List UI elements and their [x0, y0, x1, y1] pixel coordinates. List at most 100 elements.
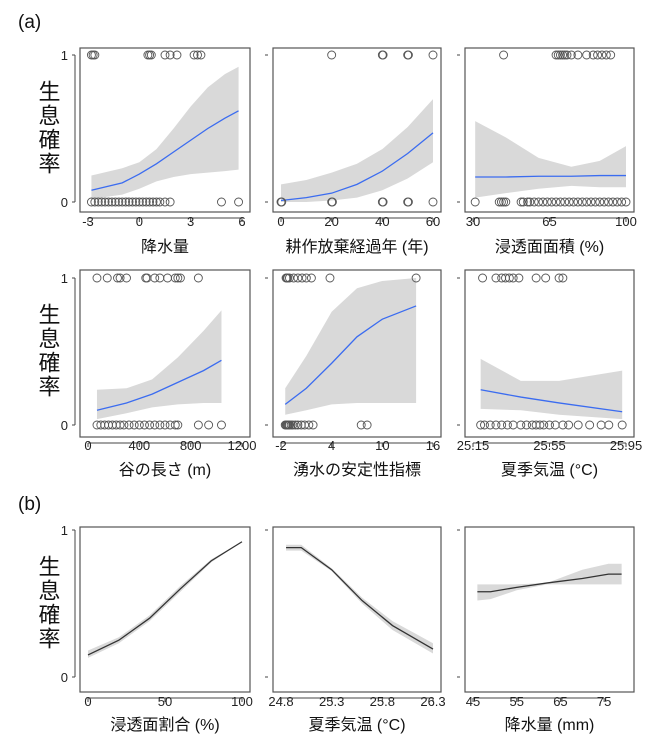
- presence-point: [573, 50, 583, 60]
- absence-point: [290, 420, 300, 430]
- fitted-curve: [284, 305, 417, 405]
- chart-panel: -2 4 10 16 湧水の安定性指標: [265, 269, 442, 479]
- confidence-band: [480, 358, 623, 420]
- absence-point: [573, 420, 583, 430]
- x-tick-label: 50: [158, 694, 172, 709]
- presence-point: [531, 273, 541, 283]
- absence-point: [534, 197, 544, 207]
- x-tick-label: 100: [615, 214, 637, 229]
- absence-point: [97, 197, 107, 207]
- plot-frame: [79, 526, 251, 693]
- absence-point: [538, 197, 548, 207]
- presence-point: [88, 50, 98, 60]
- absence-point: [617, 197, 627, 207]
- absence-point: [403, 197, 413, 207]
- fitted-curve: [87, 541, 243, 656]
- absence-point: [145, 420, 155, 430]
- presence-point: [558, 50, 568, 60]
- plot-frame: [79, 47, 251, 213]
- presence-point: [173, 273, 183, 283]
- presence-point: [90, 50, 100, 60]
- absence-point: [428, 197, 438, 207]
- absence-point: [356, 420, 366, 430]
- presence-point: [558, 273, 568, 283]
- plot-frame: [272, 269, 442, 438]
- absence-point: [523, 197, 533, 207]
- presence-point: [378, 50, 388, 60]
- absence-point: [151, 197, 161, 207]
- absence-point: [516, 197, 526, 207]
- absence-point: [476, 420, 486, 430]
- chart-panel: 0 20 40 60 耕作放棄経過年 (年): [265, 47, 442, 256]
- x-axis-label: 浸透面割合 (%): [110, 716, 219, 734]
- confidence-band: [286, 544, 433, 654]
- presence-point: [145, 50, 155, 60]
- x-tick-label: 25.55: [533, 438, 566, 453]
- absence-point: [160, 420, 170, 430]
- absence-point: [529, 197, 539, 207]
- absence-point: [501, 197, 511, 207]
- x-axis-label: 降水量: [141, 238, 189, 256]
- x-tick-label: 25.8: [370, 694, 395, 709]
- presence-point: [189, 50, 199, 60]
- absence-point: [555, 197, 565, 207]
- absence-point: [110, 197, 120, 207]
- fitted-curve: [96, 359, 222, 411]
- confidence-band: [96, 310, 222, 420]
- absence-point: [217, 420, 226, 430]
- presence-point: [146, 50, 156, 60]
- presence-point: [478, 273, 488, 283]
- presence-point: [555, 50, 565, 60]
- absence-point: [547, 197, 557, 207]
- y-tick-label: 0: [61, 195, 68, 210]
- presence-point: [301, 273, 311, 283]
- absence-point: [573, 197, 583, 207]
- presence-point: [508, 273, 518, 283]
- x-tick-label: 0: [84, 438, 91, 453]
- absence-point: [90, 197, 100, 207]
- x-tick-label: 75: [597, 694, 611, 709]
- absence-point: [621, 197, 631, 207]
- chart-panel: 25.15 25.55 25.95 夏季気温 (°C): [457, 269, 642, 479]
- absence-point: [582, 197, 592, 207]
- presence-point: [601, 50, 611, 60]
- absence-point: [117, 197, 127, 207]
- absence-point: [378, 197, 388, 207]
- x-tick-label: 10: [375, 438, 389, 453]
- absence-point: [134, 420, 144, 430]
- presence-point: [411, 273, 421, 283]
- plot-frame: [464, 47, 635, 213]
- presence-point: [122, 273, 131, 283]
- y-tick-label: 0: [61, 418, 68, 433]
- confidence-band: [88, 541, 242, 658]
- x-tick-label: 25.3: [319, 694, 344, 709]
- absence-point: [119, 420, 129, 430]
- confidence-band: [91, 66, 239, 200]
- chart-panel: 24.8 25.3 25.8 26.3 夏季気温 (°C): [265, 526, 446, 734]
- absence-point: [115, 420, 125, 430]
- x-axis-label: 夏季気温 (°C): [308, 716, 405, 734]
- absence-point: [604, 197, 613, 207]
- plot-frame: [464, 526, 635, 693]
- y-tick-label: 1: [61, 271, 68, 286]
- absence-point: [124, 197, 134, 207]
- absence-point: [145, 197, 155, 207]
- confidence-band: [475, 121, 626, 198]
- absence-point: [542, 197, 552, 207]
- chart-panel: 0 50 100 浸透面割合 (%) 0 1: [61, 523, 253, 734]
- presence-point: [150, 273, 160, 283]
- absence-point: [217, 197, 226, 207]
- absence-point: [577, 197, 587, 207]
- absence-point: [522, 420, 531, 430]
- fitted-curve: [286, 546, 434, 650]
- absence-point: [545, 420, 554, 430]
- fitted-curve: [480, 389, 623, 413]
- absence-point: [535, 420, 545, 430]
- x-axis-label: 夏季気温 (°C): [501, 461, 598, 479]
- absence-point: [539, 420, 549, 430]
- x-tick-label: 4: [328, 438, 335, 453]
- panel-label-a: (a): [18, 12, 41, 33]
- absence-point: [93, 197, 103, 207]
- presence-point: [403, 50, 413, 60]
